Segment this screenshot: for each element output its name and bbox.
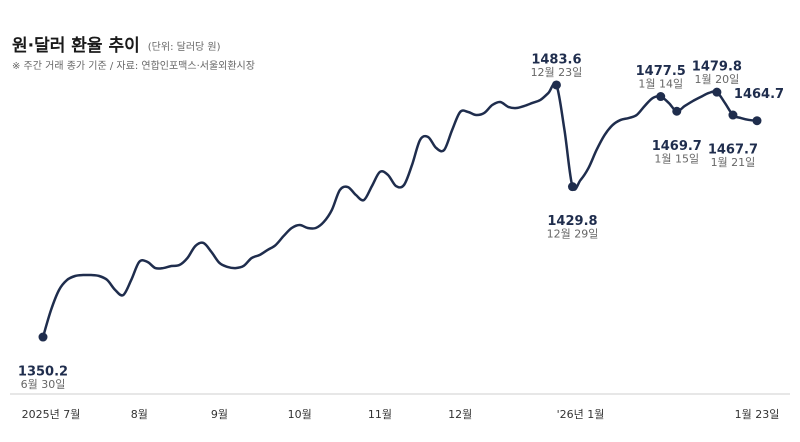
value-label: 1469.7 xyxy=(652,139,702,154)
x-tick-label: 9월 xyxy=(211,408,228,421)
value-label: 1464.7 xyxy=(734,87,784,102)
date-label: 1월 21일 xyxy=(711,155,756,169)
point-marker xyxy=(672,106,682,116)
point-marker xyxy=(38,332,48,342)
x-tick-label: 8월 xyxy=(131,408,148,421)
point-marker xyxy=(551,80,561,90)
chart-note: ※ 주간 거래 종가 기준 / 자료: 연합인포맥스·서울외환시장 xyxy=(12,60,255,72)
point-marker xyxy=(656,92,666,102)
chart-subtitle: (단위: 달러당 원) xyxy=(148,40,221,53)
x-tick-label: 1월 23일 xyxy=(735,407,780,421)
value-label: 1467.7 xyxy=(708,143,758,158)
point-marker xyxy=(567,182,577,192)
value-label: 1483.6 xyxy=(531,52,581,67)
value-label: 1350.2 xyxy=(18,365,68,380)
date-label: 1월 20일 xyxy=(695,72,740,86)
date-label: 1월 14일 xyxy=(638,77,683,91)
x-tick-label: '26년 1월 xyxy=(557,408,605,421)
x-tick-label: 12월 xyxy=(448,408,472,421)
value-label: 1477.5 xyxy=(636,64,686,79)
point-marker xyxy=(728,110,738,120)
x-tick-label: 10월 xyxy=(288,408,312,421)
line xyxy=(41,82,759,339)
date-label: 1월 15일 xyxy=(654,151,699,165)
x-tick-label: 2025년 7월 xyxy=(22,408,81,421)
chart-title: 원·달러 환율 추이 xyxy=(12,35,140,56)
date-label: 12월 23일 xyxy=(531,65,583,79)
x-tick-label: 11월 xyxy=(368,408,392,421)
date-label: 6월 30일 xyxy=(21,377,66,391)
point-marker xyxy=(712,87,722,97)
date-label: 12월 29일 xyxy=(547,227,599,241)
value-label: 1429.8 xyxy=(547,214,597,229)
point-marker xyxy=(752,116,762,126)
value-label: 1479.8 xyxy=(692,60,742,75)
